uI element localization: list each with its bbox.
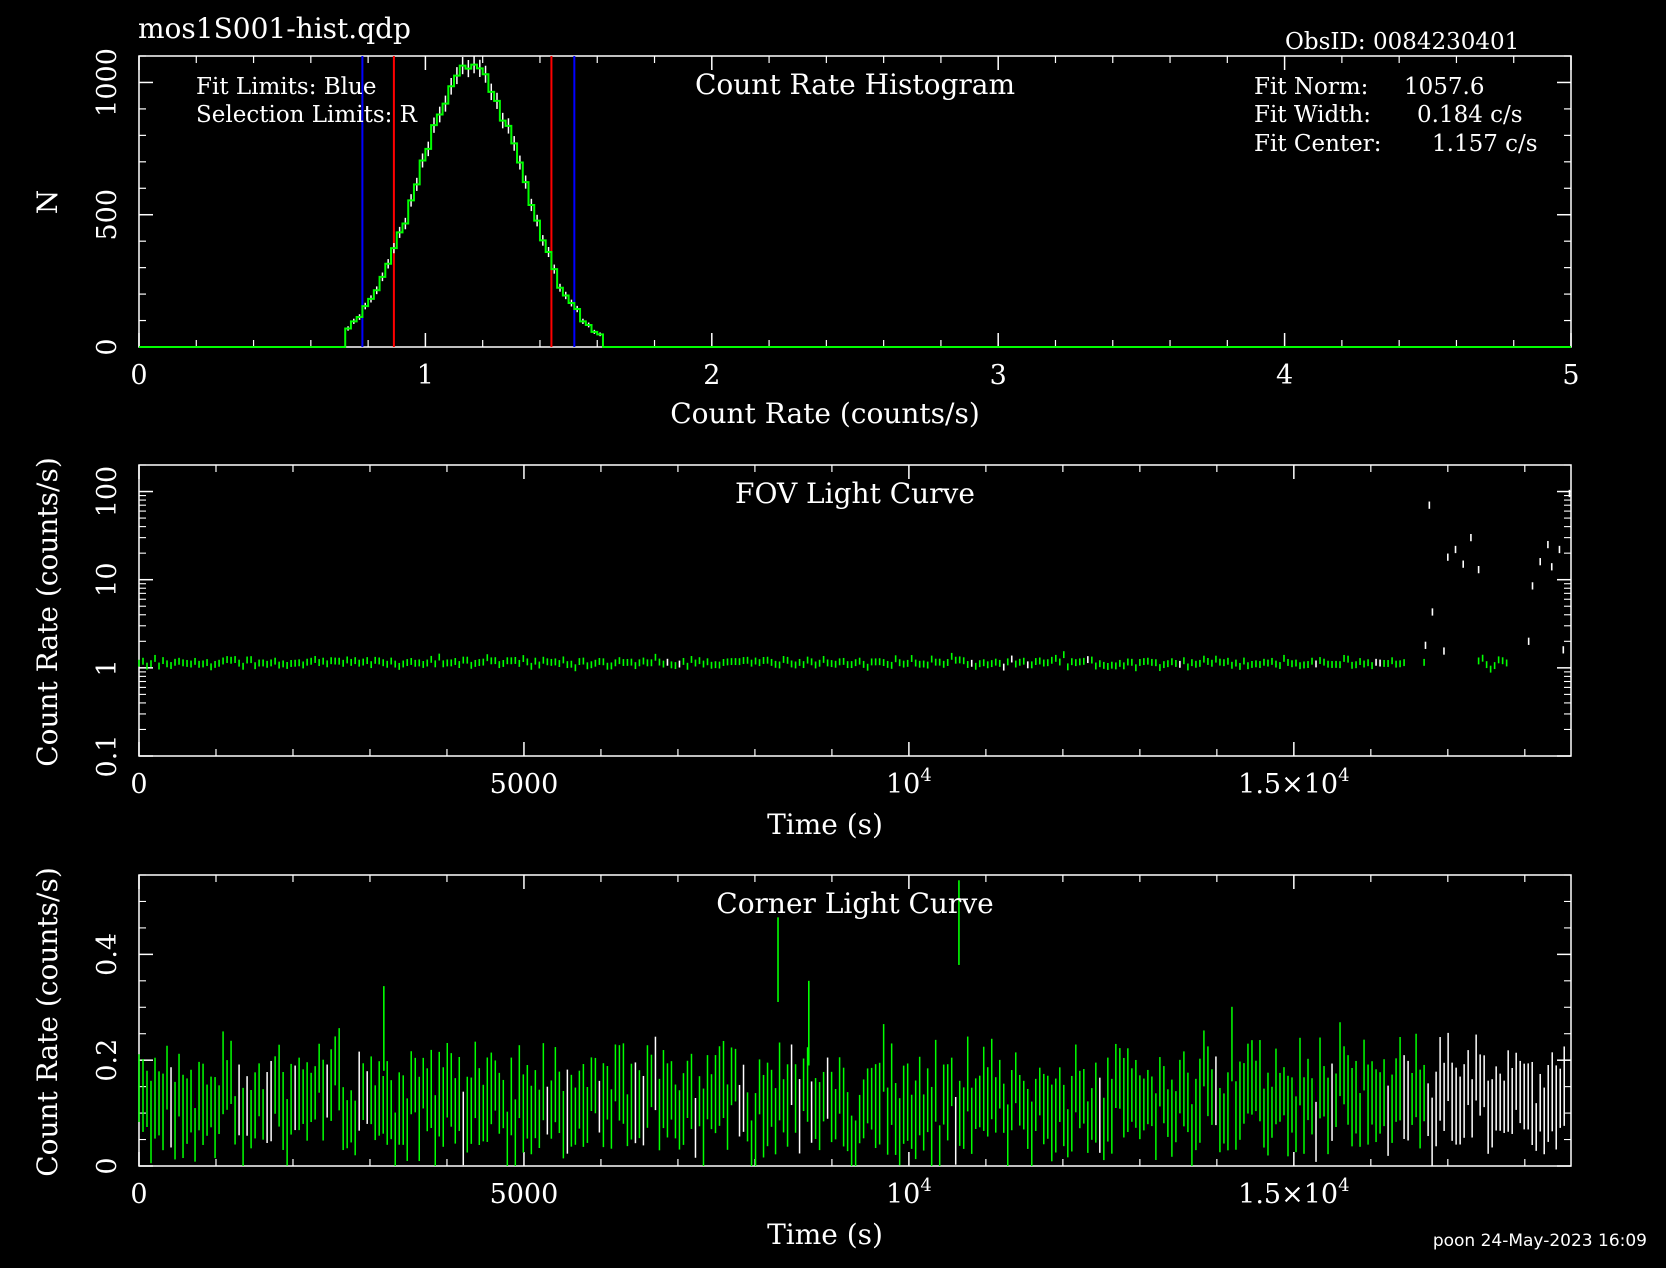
fov-x-tick-label: 104 [886,765,932,800]
fov-y-tick-label: 0.1 [92,735,123,778]
hist-y-tick-label: 500 [92,189,123,241]
fov-x-tick-exponent: 4 [1338,765,1349,786]
fit-limits-legend: Fit Limits: Blue [196,74,376,100]
fov-y-tick-label: 1 [92,659,123,676]
fov-x-tick-exponent: 4 [920,765,931,786]
hist-y-tick-label: 0 [92,338,123,355]
hist-step-curve [139,63,1571,348]
hist-y-tick-label: 1000 [92,48,123,117]
hist-x-tick-label: 5 [1562,360,1579,391]
hist-x-tick-label: 4 [1276,360,1293,391]
cor-x-tick-label: 104 [886,1175,932,1210]
footer-timestamp: poon 24-May-2023 16:09 [1433,1231,1647,1251]
fov-y-tick-label: 10 [92,563,123,597]
fov-x-tick-label: 5000 [490,769,559,800]
histogram-limit-lines [361,56,576,347]
cor-y-tick-label: 0.2 [92,1039,123,1082]
cor-x-tick-label: 0 [130,1179,147,1210]
cor-x-tick-exponent: 4 [920,1175,931,1196]
histogram-bins [139,55,1571,348]
fov-title: FOV Light Curve [735,477,975,510]
corner-x-label: Time (s) [767,1218,883,1251]
corner-panel: 0 5000 104 1.5×104 0 0.2 0.4 Corner Light Curv… [31,867,1572,1251]
hist-x-tick-label: 2 [703,360,720,391]
corner-ticks: 0 5000 104 1.5×104 0 0.2 0.4 [92,874,1571,1210]
histogram-y-label: N [31,190,64,215]
cor-x-tick-label: 1.5×104 [1238,1175,1349,1210]
hist-x-tick-label: 0 [130,360,147,391]
histogram-title: Count Rate Histogram [695,68,1015,101]
fov-x-tick-label: 0 [130,769,147,800]
fov-y-label: Count Rate (counts/s) [31,457,64,767]
fit-center-value: 1.157 c/s [1432,131,1538,157]
cor-y-tick-label: 0 [92,1157,123,1174]
histogram-x-label: Count Rate (counts/s) [670,397,980,430]
fit-width-label: Fit Width: [1254,102,1371,128]
hist-x-tick-label: 3 [990,360,1007,391]
file-title: mos1S001-hist.qdp [138,12,411,45]
cor-x-tick-exponent: 4 [1338,1175,1349,1196]
fov-ticks: 0 5000 104 1.5×104 0.1 1 10 100 [92,464,1571,800]
fov-panel: 0 5000 104 1.5×104 0.1 1 10 100 FOV Light Curve… [31,457,1572,841]
fov-points [138,489,1571,673]
fit-center-label: Fit Center: [1254,131,1382,157]
hist-x-tick-label: 1 [417,360,434,391]
selection-limits-legend: Selection Limits: R [196,102,418,128]
histogram-ticks: 0 1 2 3 4 5 0 500 1000 [92,48,1580,391]
fov-x-label: Time (s) [767,808,883,841]
cor-x-tick-label: 5000 [490,1179,559,1210]
corner-points [138,880,1565,1166]
fit-norm-value: 1057.6 [1404,74,1484,100]
fov-x-tick-label: 1.5×104 [1238,765,1349,800]
histogram-panel: 0 1 2 3 4 5 0 500 1000 Count Rate Histogram Fit … [31,48,1580,430]
corner-title: Corner Light Curve [716,887,993,920]
fit-norm-label: Fit Norm: [1254,74,1368,100]
fit-width-value: 0.184 c/s [1417,102,1523,128]
fov-frame [138,464,1572,757]
fov-y-tick-label: 100 [92,466,123,518]
corner-y-label: Count Rate (counts/s) [31,867,64,1177]
obsid-label: ObsID: 0084230401 [1285,29,1519,55]
cor-y-tick-label: 0.4 [92,933,123,976]
